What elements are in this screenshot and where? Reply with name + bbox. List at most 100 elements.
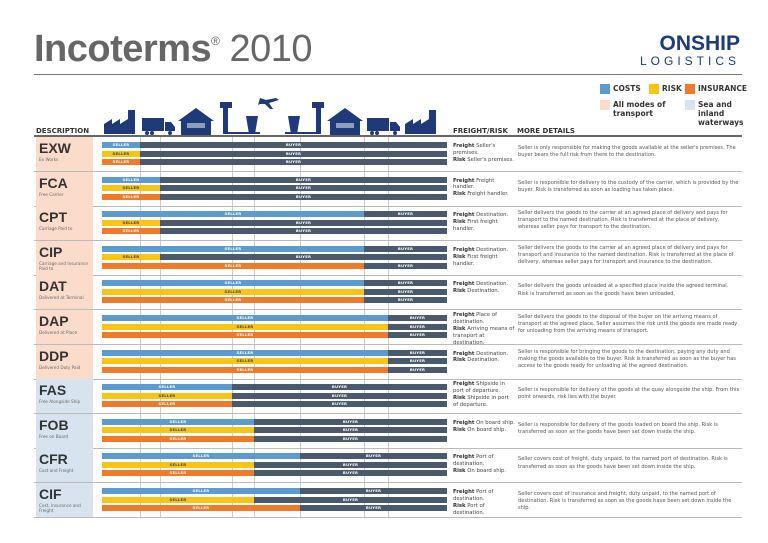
risk-seller-bar: SELLER (102, 427, 254, 434)
risk-label: Risk (453, 156, 466, 163)
insurance-seller-bar: SELLER (102, 228, 160, 235)
legend-insurance-label: INSURANCE (698, 84, 748, 93)
risk-buyer-bar: BUYER (140, 150, 447, 157)
header-divider (34, 135, 742, 137)
costs-seller-bar: SELLER (102, 453, 300, 460)
more-details: Seller covers cost of insurance and frei… (518, 491, 732, 512)
risk-buyer-bar: BUYER (160, 254, 447, 261)
risk-label: Risk (453, 325, 466, 332)
insurance-buyer-bar: BUYER (364, 297, 447, 304)
page-title: Incoterms® 2010 (34, 28, 313, 71)
risk-value: Port of destination. (453, 502, 485, 516)
header-more-details: MORE DETAILS (517, 127, 575, 135)
freight-label: Freight (453, 381, 475, 388)
freight-risk: Freight Destination. Risk Destination. (453, 281, 515, 295)
insurance-buyer-bar: BUYER (300, 505, 447, 511)
freight-label: Freight (453, 419, 475, 426)
insurance-seller-bar: SELLER (102, 159, 140, 165)
term-description: DDP Delivered Duty Paid (36, 344, 93, 379)
costs-seller-bar: SELLER (102, 418, 254, 425)
term-name: Ex Works (39, 157, 59, 162)
risk-value: Arriving means of transport at destinati… (453, 325, 515, 346)
risk-swatch (649, 84, 659, 94)
legend-risk-label: RISK (662, 84, 682, 93)
term-code: CIP (39, 243, 63, 260)
insurance-seller-bar: SELLER (102, 435, 254, 442)
freight-label: Freight (453, 312, 475, 318)
factory-icon (104, 110, 135, 134)
costs-buyer-bar: BUYER (300, 453, 447, 460)
risk-seller-bar: SELLER (102, 185, 160, 192)
risk-value: First freight handler. (453, 219, 498, 232)
risk-value: On board ship. (467, 426, 507, 433)
freight-risk: Freight Port of destination. Risk Port of… (453, 489, 515, 517)
legend-all-modes-label: All modes of transport (613, 100, 666, 118)
risk-seller-bar: SELLER (102, 323, 388, 330)
risk-seller-bar: SELLER (102, 254, 160, 261)
risk-buyer-bar: BUYER (388, 323, 447, 330)
risk-seller-bar: SELLER (102, 358, 388, 365)
logo-tag: LOGISTICS (639, 54, 740, 68)
term-name: Delivered Duty Paid (39, 364, 81, 370)
incoterm-row-cif: CIF Cost, Insurance and Freight Freight … (34, 483, 742, 518)
incoterm-row-dat: DAT Delivered at Terminal Freight Destin… (34, 275, 742, 311)
term-name: Carriage and Insurance Paid to (39, 260, 88, 271)
incoterm-row-dap: DAP Delivered at Place Freight Place of … (34, 310, 742, 346)
freight-value: Destination. (476, 246, 509, 253)
freight-risk: Freight Place of destination. Risk Arrivi… (453, 312, 515, 346)
warehouse-icon (178, 108, 214, 135)
legend-risk: RISK (649, 84, 682, 94)
incoterm-row-cfr: CFR Cost and Freight Freight Port of des… (34, 448, 742, 484)
freight-value: Port of destination. (453, 454, 494, 468)
term-code: CFR (39, 451, 68, 468)
term-description: CPT Carriage Paid to (36, 206, 93, 241)
risk-label: Risk (453, 502, 466, 509)
risk-value: Destination. (467, 288, 500, 295)
risk-seller-bar: SELLER (102, 288, 364, 295)
costs-buyer-bar: BUYER (140, 142, 447, 148)
insurance-seller-bar: SELLER (102, 262, 364, 269)
title-year: 2010 (229, 28, 313, 70)
freight-risk: Freight Destination. Risk Destination. (453, 351, 515, 365)
risk-seller-bar: SELLER (102, 392, 232, 399)
airplane-icon (258, 98, 279, 109)
more-details: Seller delivers the goods to the carrier… (518, 244, 734, 266)
freight-risk: Freight Shipside in port of departure. Ri… (453, 381, 515, 409)
freight-risk: Freight Destination. Risk First freight h… (453, 212, 515, 233)
freight-risk: Freight On board ship. Risk On board ship… (453, 420, 515, 434)
more-details: Seller covers cost of freight, duty unpa… (518, 456, 728, 470)
risk-buyer-bar: BUYER (160, 219, 447, 226)
freight-label: Freight (453, 489, 475, 495)
term-description: FOB Free on Board (36, 413, 93, 448)
term-code: DAT (39, 278, 67, 295)
risk-value: On board ship. (467, 468, 507, 475)
incoterm-row-cpt: CPT Carriage Paid to Freight Destination… (34, 206, 742, 242)
insurance-buyer-bar: BUYER (254, 470, 447, 477)
risk-buyer-bar: BUYER (254, 427, 447, 434)
freight-value: On board ship. (476, 419, 515, 426)
term-description: EXW Ex Works (36, 137, 93, 171)
freight-label: Freight (453, 143, 475, 149)
more-details: Seller is only responsible for making th… (518, 145, 736, 159)
more-details: Seller delivers the goods to the disposa… (518, 314, 738, 335)
term-name: Cost, Insurance and Freight (39, 503, 81, 514)
freight-value: Shipside in port of departure. (453, 381, 506, 395)
insurance-buyer-bar: BUYER (160, 228, 447, 235)
risk-label: Risk (453, 219, 466, 226)
risk-seller-bar: SELLER (102, 496, 254, 503)
header-description: DESCRIPTION (36, 127, 90, 135)
risk-buyer-bar: BUYER (254, 461, 447, 468)
risk-seller-bar: SELLER (102, 219, 160, 226)
freight-risk: Freight Destination. Risk First freight h… (453, 247, 515, 268)
term-name: Free on Board (39, 433, 69, 439)
term-code: CPT (39, 209, 67, 226)
term-name: Cost and Freight (39, 468, 74, 474)
freight-label: Freight (453, 281, 475, 288)
incoterm-row-exw: EXW Ex Works Freight Seller's premises. R… (34, 137, 742, 172)
term-code: DAP (39, 313, 69, 329)
risk-label: Risk (453, 426, 466, 433)
costs-seller-bar: SELLER (102, 211, 364, 218)
insurance-swatch (685, 84, 695, 94)
risk-value: Seller's premises. (467, 156, 514, 163)
insurance-buyer-bar: BUYER (388, 366, 447, 373)
